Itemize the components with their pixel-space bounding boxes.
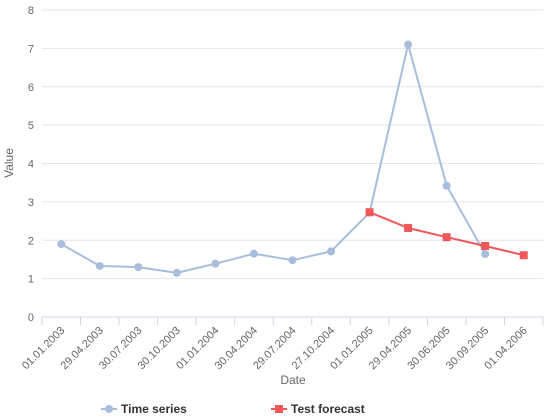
y-tick-label: 5 <box>28 120 34 132</box>
grid-lines <box>42 9 543 280</box>
data-point <box>404 40 413 49</box>
x-axis-title: Date <box>280 373 306 387</box>
legend-marker <box>105 405 113 413</box>
data-point <box>481 242 490 251</box>
series-layer <box>57 40 528 277</box>
data-point <box>365 208 374 217</box>
y-axis-title: Value <box>2 148 16 178</box>
legend-item[interactable]: Test forecast <box>271 402 365 416</box>
data-point <box>288 256 297 265</box>
data-point <box>481 250 490 259</box>
legend: Time series Test forecast <box>101 402 365 416</box>
axes: 01234567801.01.200329.04.200330.07.20033… <box>20 5 544 372</box>
legend-label: Test forecast <box>291 402 365 416</box>
data-point <box>57 240 66 249</box>
series-test-forecast <box>365 208 528 260</box>
data-point <box>172 268 181 277</box>
data-point <box>404 223 413 232</box>
data-point <box>95 261 104 270</box>
legend-marker <box>275 405 283 413</box>
legend-label: Time series <box>121 402 187 416</box>
data-point <box>211 259 220 268</box>
y-tick-label: 3 <box>28 197 34 209</box>
y-tick-label: 7 <box>28 43 34 55</box>
y-tick-label: 0 <box>28 312 34 324</box>
series-line <box>60 43 487 274</box>
series-time-series <box>57 40 490 277</box>
y-tick-label: 6 <box>28 82 34 94</box>
legend-item[interactable]: Time series <box>101 402 187 416</box>
data-point <box>327 247 336 256</box>
data-point <box>249 249 258 258</box>
y-tick-label: 8 <box>28 5 34 17</box>
y-tick-label: 1 <box>28 274 34 286</box>
y-tick-label: 2 <box>28 235 34 247</box>
y-tick-label: 4 <box>28 159 34 171</box>
data-point <box>134 263 143 272</box>
data-point <box>442 181 451 190</box>
data-point <box>442 233 451 242</box>
data-point <box>519 251 528 260</box>
